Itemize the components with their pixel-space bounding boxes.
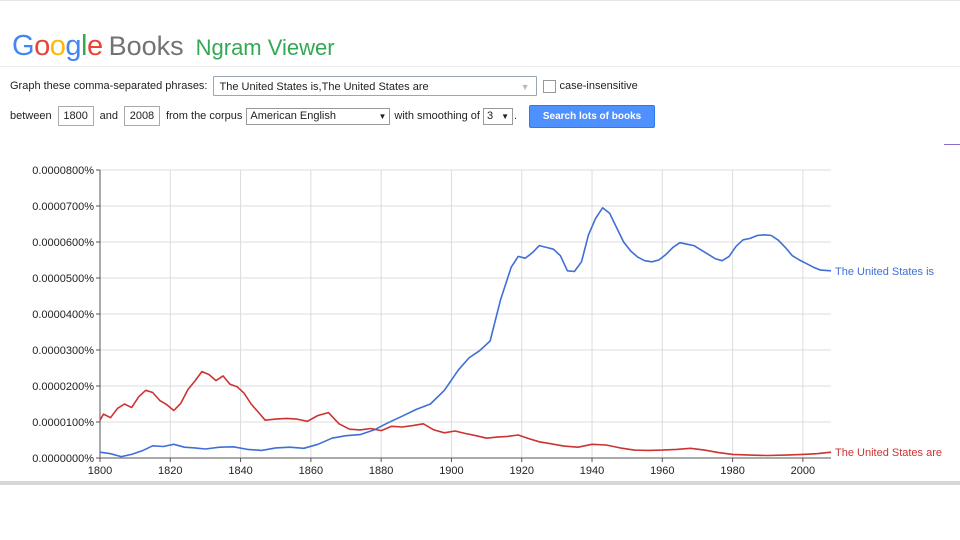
phrases-input-value: The United States is,The United States a…	[219, 81, 429, 93]
y-tick-label: 0.0000700%	[32, 201, 94, 213]
chevron-down-icon: ▼	[520, 82, 530, 92]
y-tick-label: 0.0000800%	[32, 165, 94, 177]
phrases-input[interactable]: The United States is,The United States a…	[212, 76, 537, 96]
logo-letter: e	[86, 30, 103, 62]
x-tick-label: 1880	[369, 465, 393, 477]
series-label[interactable]: The United States are	[835, 447, 942, 459]
horizontal-scrollbar[interactable]	[0, 481, 960, 485]
smoothing-label: with smoothing of	[394, 110, 480, 122]
edge-marker	[944, 144, 960, 145]
y-tick-label: 0.0000300%	[32, 345, 94, 357]
smoothing-select[interactable]: 3 ▼	[482, 107, 513, 125]
books-label: Books	[108, 31, 184, 61]
dropdown-arrow-icon: ▼	[501, 111, 509, 121]
x-tick-label: 1860	[299, 465, 323, 477]
y-tick-label: 0.0000200%	[32, 381, 94, 393]
phrases-row: Graph these comma-separated phrases: The…	[10, 75, 638, 97]
header-divider	[0, 66, 960, 67]
y-tick-label: 0.0000500%	[32, 273, 94, 285]
google-logo[interactable]: Google	[12, 30, 103, 63]
case-insensitive-checkbox[interactable]	[542, 79, 556, 93]
corpus-select[interactable]: American English ▼	[246, 107, 391, 125]
ngram-chart: 0.0000000% 0.0000100% 0.0000200% 0.0000300%…	[32, 165, 942, 477]
series-line-0[interactable]	[99, 207, 832, 458]
y-tick-label: 0.0000400%	[32, 309, 94, 321]
query-options-row: between 1800 and 2008 from the corpus Am…	[10, 104, 656, 128]
x-tick-label: 1820	[158, 465, 182, 477]
x-tick-label: 1800	[88, 465, 112, 477]
series-line-1[interactable]	[99, 370, 832, 457]
smoothing-period: .	[513, 110, 518, 122]
dropdown-arrow-icon: ▼	[378, 111, 387, 121]
logo-letter: g	[65, 30, 81, 62]
x-tick-label: 2000	[791, 465, 815, 477]
y-tick-label: 0.0000100%	[32, 417, 94, 429]
smoothing-select-value: 3	[486, 109, 494, 122]
logo-letter: o	[34, 30, 50, 62]
logo-letter: l	[80, 30, 87, 62]
corpus-select-value: American English	[250, 109, 336, 122]
logo-letter: G	[12, 30, 35, 62]
year-start-input[interactable]: 1800	[57, 106, 94, 126]
phrases-label: Graph these comma-separated phrases:	[10, 80, 208, 92]
logo-letter: o	[49, 30, 66, 62]
x-tick-label: 1980	[720, 465, 744, 477]
top-border	[0, 0, 960, 1]
x-tick-label: 1940	[580, 465, 604, 477]
search-button[interactable]: Search lots of books	[529, 104, 656, 128]
header: Google Books Ngram Viewer	[12, 30, 335, 66]
series-label[interactable]: The United States is	[835, 266, 935, 278]
x-tick-label: 1900	[439, 465, 463, 477]
year-end-input[interactable]: 2008	[123, 106, 160, 126]
ngram-viewer-title[interactable]: Ngram Viewer	[195, 35, 335, 60]
y-tick-label: 0.0000600%	[32, 237, 94, 249]
between-label: between	[10, 110, 52, 122]
and-label: and	[99, 110, 118, 122]
case-insensitive-label: case-insensitive	[559, 80, 638, 92]
x-tick-label: 1960	[650, 465, 674, 477]
y-tick-label: 0.0000000%	[32, 453, 94, 465]
corpus-label: from the corpus	[165, 110, 243, 122]
x-tick-label: 1840	[228, 465, 252, 477]
x-tick-label: 1920	[509, 465, 533, 477]
